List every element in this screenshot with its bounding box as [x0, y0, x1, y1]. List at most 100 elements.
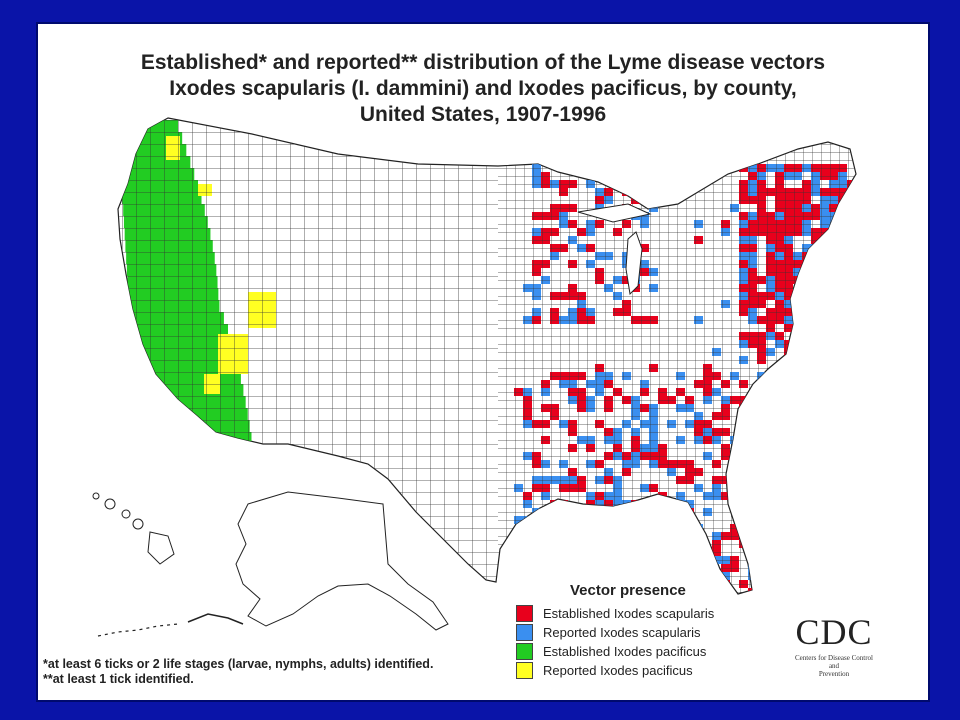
county-established-scapularis — [613, 548, 622, 556]
county-established-scapularis — [649, 556, 658, 564]
county-established-scapularis — [757, 436, 766, 444]
county-established-scapularis — [793, 524, 802, 532]
county-reported-scapularis — [748, 444, 757, 452]
county-established-scapularis — [775, 428, 784, 436]
county-established-scapularis — [829, 380, 838, 388]
county-established-scapularis — [766, 436, 775, 444]
county-established-scapularis — [757, 412, 766, 420]
county-established-scapularis — [847, 260, 856, 268]
county-established-scapularis — [829, 252, 838, 260]
cdc-subtitle-line-2: and — [828, 662, 840, 670]
county-established-scapularis — [802, 372, 811, 380]
county-reported-scapularis — [640, 500, 649, 508]
county-reported-scapularis — [838, 564, 847, 572]
county-reported-scapularis — [595, 508, 604, 516]
county-established-scapularis — [532, 572, 541, 580]
county-established-scapularis — [802, 300, 811, 308]
county-reported-scapularis — [631, 508, 640, 516]
county-established-scapularis — [667, 564, 676, 572]
county-reported-scapularis — [694, 556, 703, 564]
county-reported-scapularis — [793, 292, 802, 300]
county-reported-scapularis — [748, 396, 757, 404]
county-reported-scapularis — [802, 332, 811, 340]
cdc-logo-text: CDC — [795, 612, 873, 652]
county-reported-scapularis — [775, 420, 784, 428]
county-established-scapularis — [820, 484, 829, 492]
county-established-scapularis — [856, 292, 865, 300]
county-reported-scapularis — [838, 452, 847, 460]
county-reported-scapularis — [847, 484, 856, 492]
county-established-scapularis — [829, 540, 838, 548]
lake-michigan — [625, 231, 643, 296]
county-established-scapularis — [802, 492, 811, 500]
county-reported-scapularis — [766, 460, 775, 468]
county-established-scapularis — [640, 532, 649, 540]
county-reported-scapularis — [847, 340, 856, 348]
county-established-scapularis — [757, 500, 766, 508]
county-reported-scapularis — [793, 300, 802, 308]
county-established-scapularis — [856, 196, 865, 204]
county-established-scapularis — [649, 188, 658, 196]
county-established-scapularis — [640, 172, 649, 180]
county-established-scapularis — [820, 260, 829, 268]
county-established-scapularis — [847, 452, 856, 460]
legend: Vector presence Established Ixodes scapu… — [516, 582, 776, 680]
county-reported-scapularis — [856, 348, 865, 356]
county-established-scapularis — [811, 460, 820, 468]
county-established-scapularis — [838, 260, 847, 268]
county-reported-scapularis — [793, 348, 802, 356]
county-established-scapularis — [847, 252, 856, 260]
county-reported-scapularis — [838, 412, 847, 420]
legend-item-reported-pacificus: Reported Ixodes pacificus — [516, 661, 776, 680]
county-established-scapularis — [784, 532, 793, 540]
county-reported-scapularis — [838, 236, 847, 244]
county-reported-scapularis — [802, 468, 811, 476]
county-established-scapularis — [802, 556, 811, 564]
county-established-scapularis — [523, 524, 532, 532]
county-established-scapularis — [811, 268, 820, 276]
county-reported-scapularis — [856, 252, 865, 260]
county-reported-scapularis — [748, 436, 757, 444]
county-established-scapularis — [775, 548, 784, 556]
county-established-scapularis — [811, 572, 820, 580]
county-reported-scapularis — [811, 332, 820, 340]
county-borders — [118, 118, 856, 594]
county-reported-scapularis — [757, 468, 766, 476]
county-reported-scapularis — [730, 484, 739, 492]
county-established-scapularis — [829, 284, 838, 292]
county-established-scapularis — [847, 292, 856, 300]
county-established-scapularis — [856, 204, 865, 212]
county-established-scapularis — [838, 572, 847, 580]
county-established-scapularis — [829, 516, 838, 524]
footnote-2: **at least 1 tick identified. — [43, 672, 194, 686]
county-reported-scapularis — [775, 556, 784, 564]
county-established-scapularis — [766, 476, 775, 484]
county-established-scapularis — [856, 508, 865, 516]
county-established-scapularis — [856, 300, 865, 308]
county-established-scapularis — [667, 500, 676, 508]
county-established-scapularis — [838, 468, 847, 476]
county-reported-scapularis — [829, 324, 838, 332]
county-reported-scapularis — [793, 332, 802, 340]
county-established-scapularis — [595, 532, 604, 540]
county-established-scapularis — [568, 540, 577, 548]
county-established-scapularis — [613, 516, 622, 524]
county-reported-scapularis — [649, 572, 658, 580]
county-established-scapularis — [658, 572, 667, 580]
county-established-scapularis — [820, 532, 829, 540]
county-established-scapularis — [559, 572, 568, 580]
county-established-scapularis — [856, 220, 865, 228]
swatch-red — [516, 605, 533, 622]
county-reported-scapularis — [838, 252, 847, 260]
legend-title: Vector presence — [570, 582, 686, 599]
county-reported-scapularis — [550, 516, 559, 524]
cdc-subtitle-line-3: Prevention — [818, 670, 850, 678]
county-reported-scapularis — [586, 508, 595, 516]
county-reported-scapularis — [856, 436, 865, 444]
county-reported-scapularis — [820, 244, 829, 252]
county-reported-scapularis — [793, 372, 802, 380]
county-established-scapularis — [829, 300, 838, 308]
county-established-scapularis — [577, 164, 586, 172]
county-reported-scapularis — [829, 308, 838, 316]
lake-superior — [577, 203, 652, 223]
